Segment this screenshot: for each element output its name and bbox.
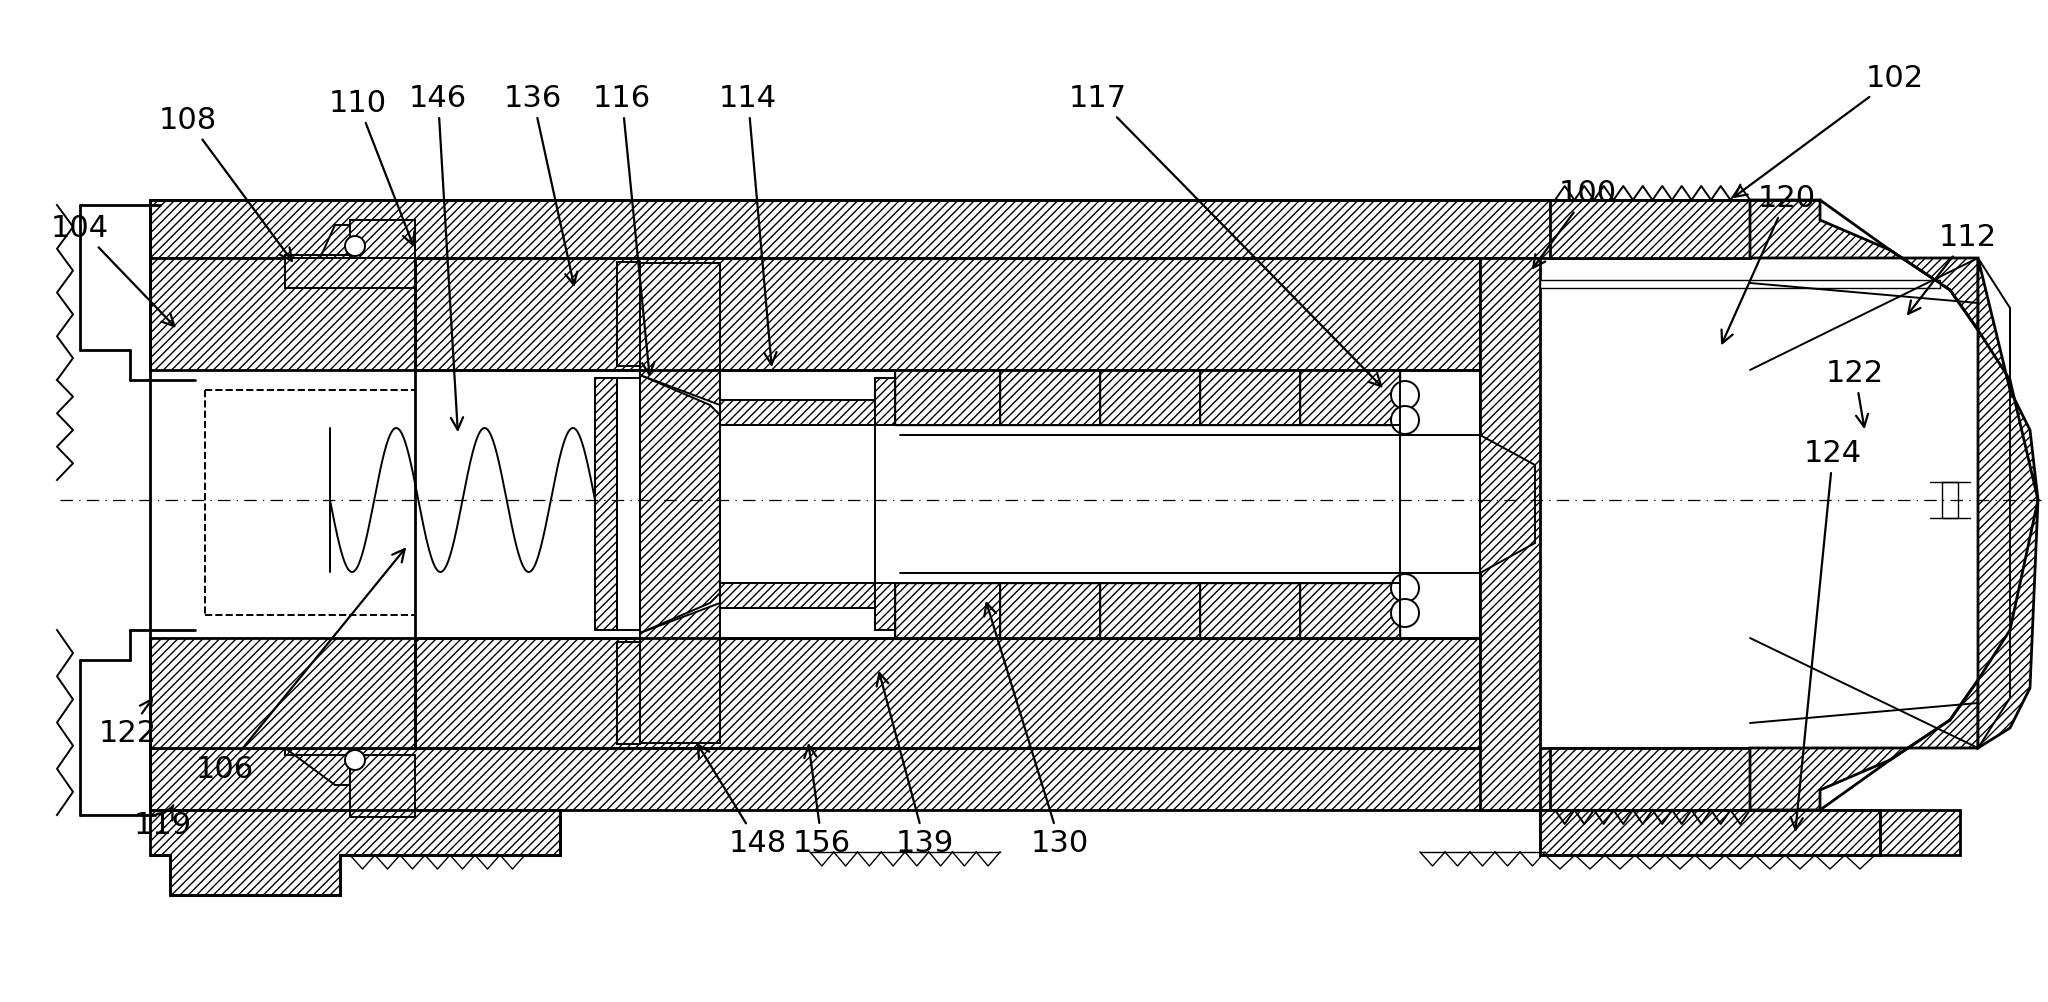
Polygon shape <box>895 370 999 425</box>
Text: 146: 146 <box>410 83 467 430</box>
Polygon shape <box>1540 810 1880 855</box>
Text: 106: 106 <box>197 549 406 785</box>
Polygon shape <box>639 603 721 743</box>
Text: 156: 156 <box>793 745 852 858</box>
Bar <box>1942 482 1958 518</box>
Bar <box>616 262 639 366</box>
Text: 122: 122 <box>1827 359 1884 427</box>
Polygon shape <box>999 370 1100 425</box>
Polygon shape <box>285 225 354 258</box>
Polygon shape <box>895 583 999 638</box>
Polygon shape <box>1481 258 1540 810</box>
Polygon shape <box>721 378 895 425</box>
Polygon shape <box>721 583 895 630</box>
Polygon shape <box>999 583 1100 638</box>
Circle shape <box>344 750 365 770</box>
Circle shape <box>344 236 365 256</box>
Polygon shape <box>285 748 354 785</box>
Text: 100: 100 <box>1534 178 1618 268</box>
Text: 102: 102 <box>1735 63 1923 196</box>
Polygon shape <box>1200 583 1300 638</box>
Text: 139: 139 <box>877 673 954 858</box>
Text: 110: 110 <box>330 88 414 245</box>
Polygon shape <box>416 638 1481 748</box>
Polygon shape <box>1550 200 1749 258</box>
Polygon shape <box>1749 680 1978 810</box>
Polygon shape <box>1100 370 1200 425</box>
Text: 119: 119 <box>133 806 193 840</box>
Polygon shape <box>150 200 1749 258</box>
Bar <box>616 642 639 744</box>
Polygon shape <box>150 810 559 895</box>
Text: 130: 130 <box>985 603 1090 858</box>
Bar <box>350 755 416 817</box>
Polygon shape <box>150 258 416 370</box>
Circle shape <box>1391 406 1419 434</box>
Polygon shape <box>1978 258 2038 748</box>
Polygon shape <box>1300 583 1401 638</box>
Circle shape <box>1391 574 1419 602</box>
Text: 148: 148 <box>698 744 786 858</box>
Polygon shape <box>1880 810 1960 855</box>
Text: 114: 114 <box>719 83 776 365</box>
Polygon shape <box>639 263 721 405</box>
Text: 108: 108 <box>160 105 293 261</box>
Polygon shape <box>1550 748 1749 810</box>
Polygon shape <box>1100 583 1200 638</box>
Text: 112: 112 <box>1909 222 1997 314</box>
Polygon shape <box>639 375 721 633</box>
Circle shape <box>1391 381 1419 409</box>
Polygon shape <box>1200 370 1300 425</box>
Bar <box>1540 280 1939 288</box>
Polygon shape <box>1481 435 1536 573</box>
Circle shape <box>1391 599 1419 627</box>
Polygon shape <box>150 638 416 748</box>
Text: 116: 116 <box>594 83 655 375</box>
Bar <box>596 378 616 630</box>
Polygon shape <box>1749 200 1978 330</box>
Polygon shape <box>416 258 1481 370</box>
Bar <box>350 220 416 258</box>
Text: 122: 122 <box>98 699 158 747</box>
Text: 117: 117 <box>1069 83 1380 386</box>
Polygon shape <box>150 748 1749 810</box>
Polygon shape <box>1300 370 1401 425</box>
Polygon shape <box>285 258 416 288</box>
Text: 124: 124 <box>1790 439 1862 830</box>
Text: 104: 104 <box>51 213 174 327</box>
Text: 120: 120 <box>1722 183 1817 344</box>
Text: 136: 136 <box>504 83 578 285</box>
